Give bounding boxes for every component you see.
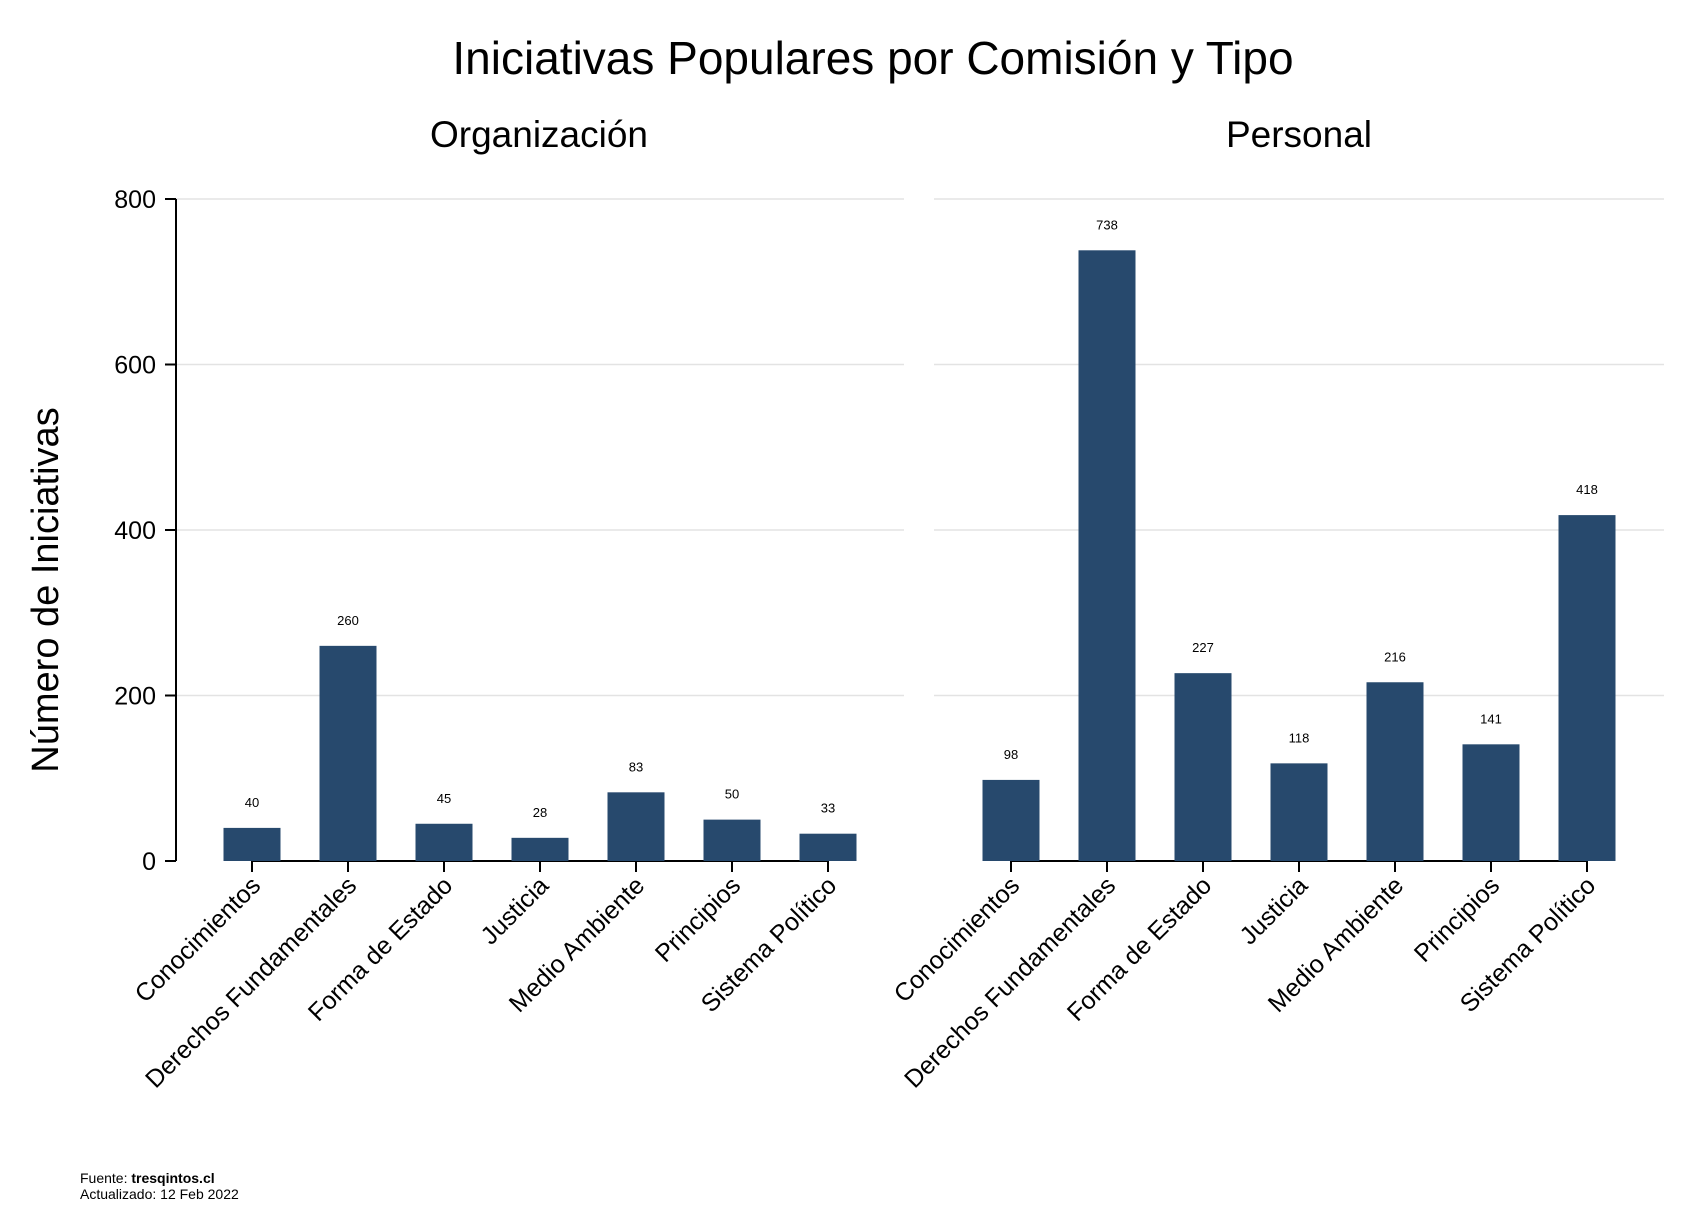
y-tick-label: 200	[114, 683, 156, 711]
data-label: 227	[1192, 640, 1214, 655]
bar	[982, 779, 1040, 861]
y-axis-label: Número de Iniciativas	[25, 407, 67, 772]
data-label: 28	[533, 805, 547, 820]
bar	[511, 837, 569, 861]
x-tick-label: Justicia	[1234, 871, 1313, 950]
data-label: 45	[437, 791, 451, 806]
data-label: 216	[1384, 649, 1406, 664]
y-tick-label: 0	[142, 848, 156, 876]
source-value: tresqintos.cl	[131, 1170, 215, 1186]
data-label: 738	[1096, 217, 1118, 232]
panel-title: Personal	[1226, 114, 1372, 155]
data-label: 418	[1576, 482, 1598, 497]
y-tick-label: 400	[114, 517, 156, 545]
bar	[1174, 673, 1232, 861]
y-tick-label: 600	[114, 352, 156, 380]
panel-organizacion: Organización020040060080040Conocimientos…	[114, 114, 904, 1094]
bar	[1462, 744, 1520, 861]
x-tick-label: Principios	[1409, 871, 1505, 967]
bar	[703, 819, 761, 861]
updated-line: Actualizado: 12 Feb 2022	[80, 1186, 239, 1202]
bar	[319, 645, 377, 861]
source-line: Fuente: tresqintos.cl	[80, 1170, 239, 1186]
y-tick-label: 800	[114, 186, 156, 214]
panel-title: Organización	[430, 114, 648, 155]
data-label: 98	[1004, 747, 1018, 762]
bar	[1366, 682, 1424, 861]
bar	[1270, 763, 1328, 861]
data-label: 141	[1480, 711, 1502, 726]
bar	[1078, 250, 1136, 861]
bar	[607, 792, 665, 861]
data-label: 33	[821, 801, 835, 816]
data-label: 260	[337, 613, 359, 628]
bar	[223, 827, 281, 861]
source-label: Fuente:	[80, 1170, 132, 1186]
data-label: 40	[245, 795, 259, 810]
data-label: 83	[629, 759, 643, 774]
footer: Fuente: tresqintos.cl Actualizado: 12 Fe…	[80, 1170, 239, 1202]
bar	[799, 833, 857, 861]
chart-title: Iniciativas Populares por Comisión y Tip…	[452, 32, 1293, 84]
bar	[1558, 515, 1616, 861]
x-tick-label: Principios	[650, 871, 746, 967]
panels: Organización020040060080040Conocimientos…	[114, 114, 1664, 1094]
bar	[415, 823, 473, 861]
data-label: 118	[1289, 730, 1310, 745]
x-tick-label: Justicia	[475, 871, 554, 950]
data-label: 50	[725, 787, 739, 802]
